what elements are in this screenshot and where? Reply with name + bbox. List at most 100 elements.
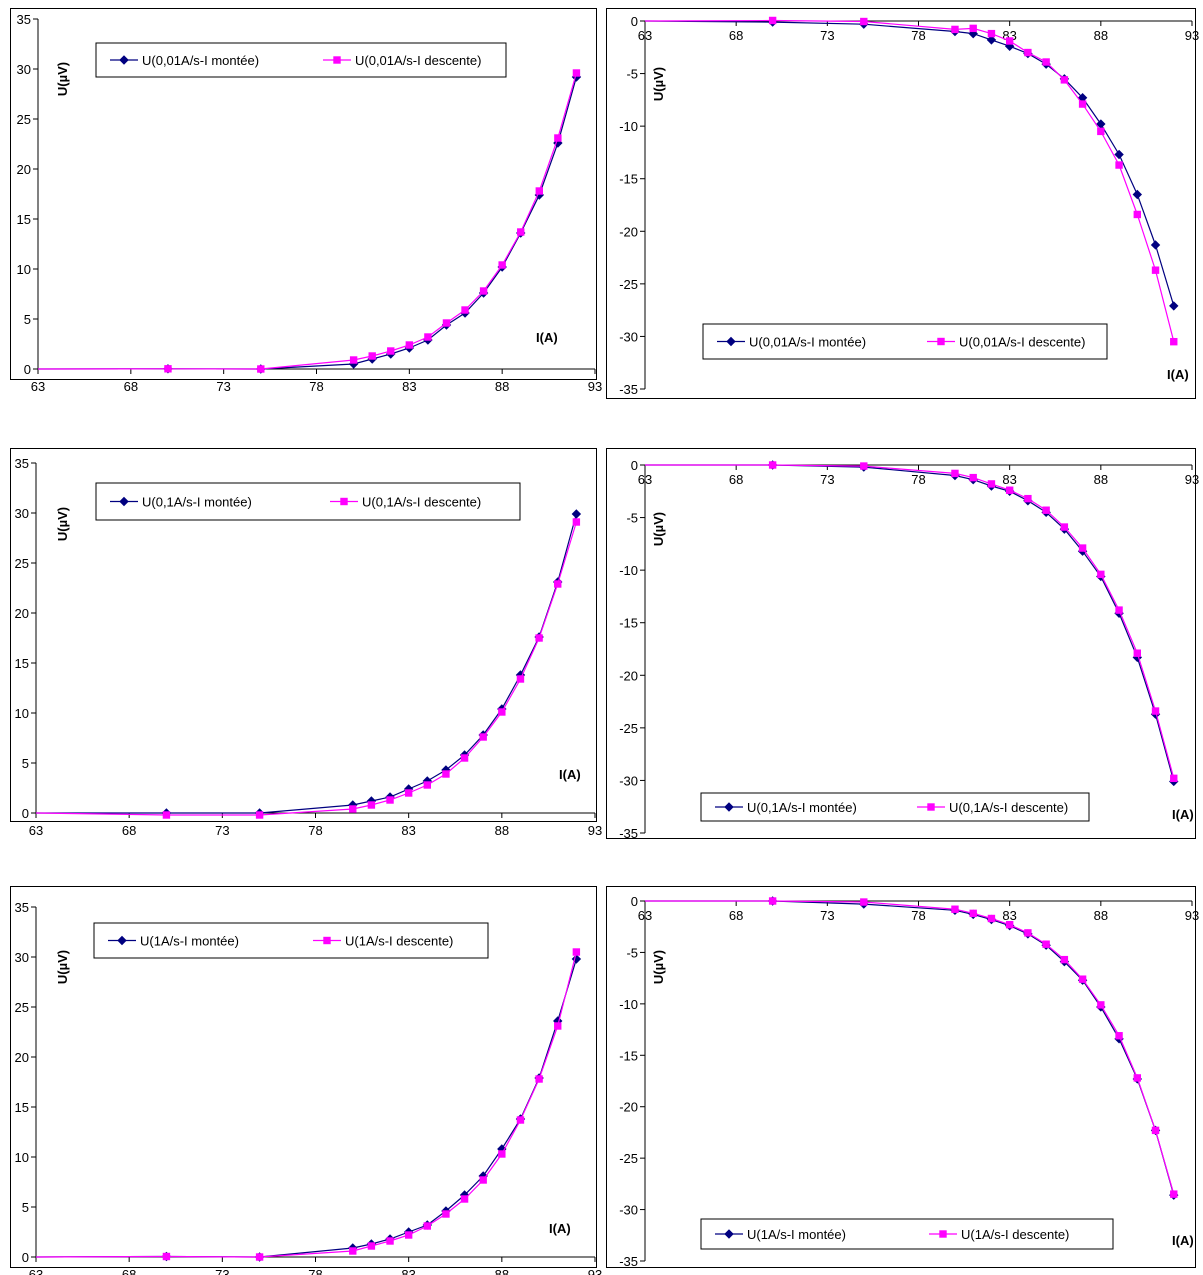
y-tick-label: 15 [17, 212, 31, 227]
legend-label: U(0,01A/s-I descente) [959, 335, 1085, 350]
data-point [498, 1150, 506, 1158]
data-point [571, 509, 582, 519]
series-1 [645, 460, 1179, 787]
legend-label: U(1A/s-I descente) [345, 934, 453, 949]
x-tick-label: 88 [1094, 908, 1108, 923]
data-point [1133, 210, 1141, 219]
series-1 [35, 954, 582, 1262]
series-line [644, 19, 1175, 342]
chart-panel-middle-right: 0 -5 -10 -15 -20 -25 -30 -35 63 68 73 78 83 88 93 U(µV)… [606, 448, 1199, 841]
data-point [1115, 606, 1123, 614]
data-point [1042, 58, 1050, 66]
data-point [535, 634, 543, 642]
y-tick-label: 10 [17, 262, 31, 277]
data-point [423, 781, 432, 789]
data-point [1169, 301, 1179, 311]
legend-label: U(0,01A/s-I montée) [142, 53, 259, 68]
x-axis-title: I(A) [1167, 367, 1189, 382]
legend-label: U(0,1A/s-I montée) [747, 800, 857, 815]
legend-box [93, 922, 489, 959]
y-axis-title: U(µV) [55, 950, 70, 984]
data-point [424, 333, 432, 341]
x-tick-label: 68 [122, 823, 136, 838]
legend-marker [724, 1229, 734, 1239]
data-point [768, 897, 777, 905]
data-point [951, 25, 959, 34]
x-tick-label: 83 [1002, 472, 1016, 487]
y-tick-label: 20 [17, 162, 31, 177]
x-tick-label: 93 [1185, 908, 1199, 923]
legend-marker [937, 337, 945, 346]
y-tick-label: 15 [15, 1100, 29, 1115]
series-1 [644, 17, 1179, 311]
data-point [1024, 48, 1032, 57]
y-axis-title: U(µV) [55, 62, 70, 96]
data-point [554, 134, 562, 142]
series-2 [35, 948, 581, 1261]
data-point [479, 733, 487, 741]
legend-label: U(0,01A/s-I montée) [749, 335, 866, 350]
chart-panel-bottom-right: 0 -5 -10 -15 -20 -25 -30 -35 63 68 73 78 83 88 93 U(µV)… [606, 886, 1199, 1269]
x-tick-label: 73 [216, 379, 230, 394]
data-point [987, 914, 996, 923]
legend-marker [939, 1230, 947, 1238]
x-tick-label: 78 [911, 908, 925, 923]
y-tick-label: 0 [22, 806, 29, 821]
data-point [1042, 506, 1050, 514]
y-tick-label: 30 [15, 506, 29, 521]
x-tick-label: 73 [820, 472, 834, 487]
data-point [1133, 1074, 1141, 1082]
series-2 [645, 897, 1178, 1198]
x-axis-title: I(A) [536, 330, 558, 345]
y-tick-label: 30 [15, 950, 29, 965]
x-tick-label: 63 [29, 823, 43, 838]
series-line [645, 464, 1175, 779]
legend-marker [340, 497, 348, 506]
series-line [37, 76, 577, 370]
data-point [461, 306, 469, 314]
series-1 [36, 509, 582, 818]
y-tick-label: 25 [15, 1000, 29, 1015]
x-tick-label: 88 [495, 379, 509, 394]
data-point [404, 1231, 413, 1239]
data-point [164, 365, 172, 373]
y-tick-label: -20 [619, 1100, 638, 1115]
data-point [1132, 189, 1143, 200]
data-point [404, 789, 413, 797]
x-tick-label: 73 [215, 1267, 229, 1275]
data-point [349, 805, 357, 813]
legend-marker [117, 935, 127, 946]
data-point [255, 811, 264, 819]
legend-label: U(0,1A/s-I montée) [142, 495, 252, 510]
y-tick-label: -5 [626, 511, 638, 526]
legend-box [700, 792, 1090, 822]
data-point [860, 898, 868, 906]
data-point [1133, 649, 1141, 657]
y-tick-label: 20 [15, 1050, 29, 1065]
data-point [479, 287, 488, 295]
data-point [860, 17, 868, 26]
data-point [162, 811, 171, 819]
legend-label: U(1A/s-I montée) [747, 1227, 846, 1242]
data-point [349, 356, 358, 364]
chart-svg: 0 5 10 15 20 25 30 35 63 68 73 78 83 88 93 U(µV) I(A) U(1… [15, 900, 603, 1275]
x-tick-label: 78 [309, 379, 323, 394]
data-point [1115, 161, 1123, 169]
data-point [516, 675, 525, 683]
data-point [1078, 544, 1087, 552]
data-point [1024, 494, 1032, 503]
y-axis-title: U(µV) [651, 512, 666, 546]
x-tick-label: 63 [29, 1267, 43, 1275]
chart-panel-middle-left: 0 5 10 15 20 25 30 35 63 68 73 78 83 88 93 U(µV) I(A) U(0… [10, 448, 602, 838]
y-axis-title: U(µV) [55, 507, 70, 541]
data-point [1042, 940, 1050, 948]
data-point [460, 1195, 469, 1203]
data-point [986, 35, 997, 45]
y-tick-label: -10 [619, 119, 638, 134]
y-tick-label: 30 [17, 62, 31, 77]
x-tick-label: 83 [401, 1267, 415, 1275]
legend-marker [333, 56, 341, 64]
series-1 [37, 72, 582, 374]
data-point [1151, 707, 1160, 715]
